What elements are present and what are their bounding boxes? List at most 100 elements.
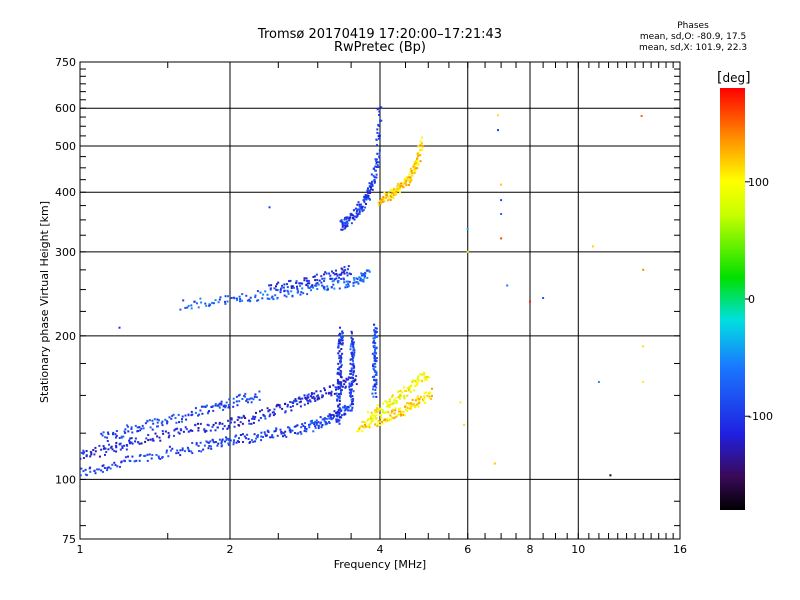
echo-point <box>372 340 375 343</box>
echo-point <box>273 408 276 411</box>
echo-point <box>333 273 336 276</box>
echo-point <box>268 409 271 411</box>
echo-point <box>93 469 96 472</box>
echo-point <box>102 431 105 434</box>
echo-point <box>279 291 282 294</box>
echo-point <box>289 401 292 403</box>
echo-point <box>389 418 392 421</box>
echo-point <box>232 401 235 404</box>
phase-stats-o: mean, sd,O: -80.9, 17.5 <box>639 32 747 42</box>
echo-point <box>187 304 190 307</box>
echo-point <box>255 396 258 399</box>
echo-point <box>197 429 200 432</box>
echo-point <box>206 441 209 444</box>
echo-point <box>423 372 426 375</box>
echo-point <box>389 400 392 403</box>
echo-point <box>206 404 208 407</box>
echo-point <box>252 421 255 424</box>
echo-point <box>197 306 200 309</box>
echo-point <box>352 347 355 350</box>
echo-point <box>240 416 243 419</box>
echo-point <box>226 437 229 440</box>
x-axis-label: Frequency [MHz] <box>334 558 426 571</box>
echo-point <box>309 400 312 403</box>
echo-point <box>206 423 209 426</box>
echo-point <box>328 414 331 417</box>
echo-point <box>305 397 308 400</box>
echo-point <box>140 442 143 445</box>
echo-point <box>238 416 241 419</box>
echo-point <box>375 374 378 376</box>
echo-point <box>382 198 385 201</box>
echo-point <box>338 342 341 344</box>
echo-point <box>188 430 191 433</box>
echo-point <box>640 115 643 117</box>
echo-point <box>378 421 381 423</box>
echo-point <box>193 300 196 303</box>
echo-point <box>338 334 340 337</box>
echo-point <box>338 368 341 371</box>
echo-point <box>294 400 297 403</box>
echo-point <box>346 220 349 223</box>
echo-point <box>225 436 227 439</box>
echo-point <box>149 426 152 429</box>
echo-point <box>348 218 351 221</box>
echo-point <box>353 281 356 284</box>
echo-point <box>130 426 133 429</box>
echo-point <box>332 272 335 274</box>
echo-point <box>325 421 328 424</box>
echo-point <box>349 370 352 372</box>
echo-point <box>339 407 342 410</box>
echo-point <box>371 188 374 191</box>
echo-point <box>339 415 342 418</box>
echo-point <box>337 412 340 415</box>
echo-point <box>282 435 284 438</box>
echo-point <box>333 415 335 418</box>
echo-point <box>186 306 189 309</box>
echo-point <box>376 423 379 426</box>
echo-point <box>325 417 328 420</box>
echo-point <box>312 430 315 433</box>
echo-point <box>235 395 238 398</box>
echo-point <box>317 427 320 430</box>
echo-point <box>376 164 379 167</box>
echo-point <box>344 386 347 389</box>
echo-point <box>341 342 344 345</box>
echo-point <box>317 396 320 399</box>
echo-point <box>375 409 378 412</box>
echo-point <box>352 281 355 284</box>
echo-point <box>267 431 270 433</box>
echo-point <box>357 208 360 211</box>
echo-point <box>101 434 104 437</box>
echo-point <box>406 406 409 409</box>
echo-point <box>422 398 424 401</box>
echo-point <box>376 108 379 111</box>
echo-point <box>244 392 247 395</box>
echo-point <box>361 274 363 277</box>
echo-point <box>394 193 397 196</box>
echo-point <box>272 414 275 417</box>
echo-point <box>283 289 286 292</box>
echo-point <box>280 430 283 433</box>
echo-point <box>208 304 211 307</box>
echo-point <box>134 424 137 427</box>
echo-point <box>366 191 369 194</box>
echo-point <box>320 281 323 284</box>
echo-point <box>370 188 372 191</box>
echo-point <box>347 280 350 283</box>
echo-point <box>417 145 420 148</box>
echo-point <box>107 466 110 469</box>
echo-point <box>377 124 380 127</box>
echo-point <box>336 378 339 381</box>
echo-point <box>115 430 118 432</box>
echo-point <box>392 401 395 404</box>
echo-point <box>222 427 224 430</box>
echo-point <box>323 277 326 280</box>
echo-point <box>123 430 126 433</box>
echo-point <box>373 357 376 360</box>
echo-point <box>227 426 230 429</box>
echo-point <box>416 159 419 162</box>
echo-point <box>346 271 348 274</box>
echo-point <box>387 401 390 404</box>
echo-point <box>259 291 262 294</box>
